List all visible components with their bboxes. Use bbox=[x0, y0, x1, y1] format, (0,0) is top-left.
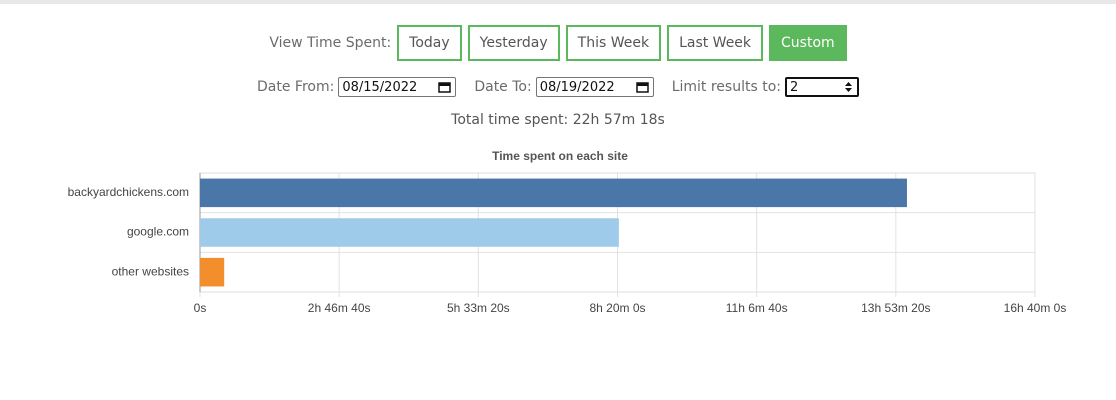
calendar-icon bbox=[438, 82, 452, 93]
last-week-button[interactable]: Last Week bbox=[667, 25, 764, 61]
total-time: Total time spent: 22h 57m 18s bbox=[451, 112, 665, 128]
custom-button[interactable]: Custom bbox=[769, 25, 847, 61]
chart-title: Time spent on each site bbox=[492, 149, 628, 163]
x-tick-label: 13h 53m 20s bbox=[861, 301, 930, 315]
view-row: View Time Spent: Today Yesterday This We… bbox=[0, 25, 1116, 61]
today-button[interactable]: Today bbox=[397, 25, 462, 61]
top-bar bbox=[0, 0, 1116, 4]
bar bbox=[200, 257, 225, 287]
filter-row: Date From: 08/15/2022 Date To: 08/19/202… bbox=[0, 75, 1116, 99]
x-tick-label: 11h 6m 40s bbox=[726, 301, 788, 315]
spinner-icon bbox=[844, 82, 852, 92]
date-to-input[interactable]: 08/19/2022 bbox=[535, 77, 654, 97]
limit-input[interactable]: 2 bbox=[784, 77, 859, 97]
y-tick-label: backyardchickens.com bbox=[68, 185, 189, 199]
date-from-input[interactable]: 08/15/2022 bbox=[338, 77, 457, 97]
yesterday-button[interactable]: Yesterday bbox=[467, 25, 560, 61]
view-label: View Time Spent: bbox=[269, 35, 392, 51]
x-tick-label: 0s bbox=[194, 301, 207, 315]
date-from-value: 08/15/2022 bbox=[342, 79, 418, 95]
x-tick-label: 16h 40m 0s bbox=[1004, 301, 1067, 315]
date-to-value: 08/19/2022 bbox=[539, 79, 615, 95]
limit-value: 2 bbox=[789, 79, 799, 95]
x-tick-label: 5h 33m 20s bbox=[447, 301, 510, 315]
date-from-label: Date From: bbox=[257, 79, 335, 95]
bar bbox=[200, 218, 619, 247]
date-to-label: Date To: bbox=[474, 79, 532, 95]
chart: Time spent on each site 0s 2h 46m 40s 5h 3… bbox=[68, 149, 1067, 315]
bar bbox=[200, 178, 907, 208]
this-week-button[interactable]: This Week bbox=[565, 25, 662, 61]
x-tick-label: 8h 20m 0s bbox=[589, 301, 645, 315]
y-tick-label: google.com bbox=[127, 225, 189, 239]
x-tick-label: 2h 46m 40s bbox=[308, 301, 371, 315]
y-tick-label: other websites bbox=[112, 264, 189, 278]
calendar-icon bbox=[635, 82, 649, 93]
limit-label: Limit results to: bbox=[671, 79, 781, 95]
